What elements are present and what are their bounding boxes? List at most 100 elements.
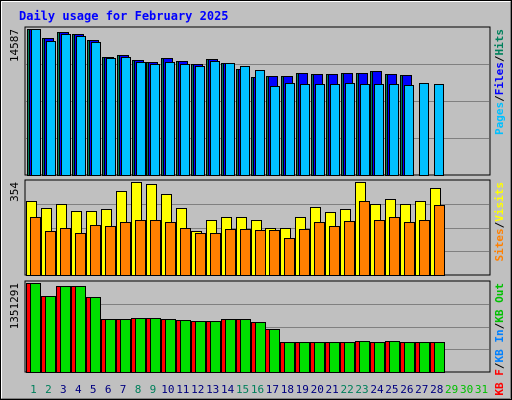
bar-kb-out bbox=[359, 341, 370, 373]
panel-middle: 354 Sites/Visits bbox=[8, 179, 506, 276]
day-label: 1 bbox=[30, 383, 37, 396]
bar-sites bbox=[359, 201, 370, 276]
day-label: 21 bbox=[326, 383, 339, 396]
day-label: 4 bbox=[75, 383, 82, 396]
bar-sites bbox=[389, 217, 400, 276]
day-axis-labels: 1 2 3 4 5 6 7 8 9 10 11 12 13 14 15 16 17 18 19 20 21 22 23 24 2… bbox=[30, 383, 488, 396]
bar-pages bbox=[255, 70, 265, 176]
bar-kb-out bbox=[120, 319, 131, 373]
bar-kb-out bbox=[45, 296, 56, 373]
day-label: 26 bbox=[400, 383, 413, 396]
bar-kb-out bbox=[389, 341, 400, 373]
bar-sites bbox=[299, 229, 310, 276]
day-label: 9 bbox=[150, 383, 157, 396]
day-label: 24 bbox=[370, 383, 384, 396]
bar-kb-out bbox=[314, 342, 325, 373]
legend-entry: / bbox=[493, 322, 506, 329]
legend-entry: / bbox=[493, 95, 506, 102]
day-label: 5 bbox=[90, 383, 97, 396]
bar-pages bbox=[91, 42, 101, 176]
bar-pages bbox=[360, 84, 370, 176]
bar-sites bbox=[314, 222, 325, 276]
bar-kb-out bbox=[180, 320, 191, 373]
bar-kb-out bbox=[210, 321, 221, 373]
bar-kb-out bbox=[344, 342, 355, 373]
bar-kb-out bbox=[225, 319, 236, 373]
bar-pages bbox=[31, 29, 41, 176]
bar-pages bbox=[210, 61, 220, 176]
bar-pages bbox=[240, 66, 250, 176]
day-label: 12 bbox=[191, 383, 204, 396]
bar-sites bbox=[344, 221, 355, 276]
chart-title: Daily usage for February 2025 bbox=[19, 9, 229, 23]
legend-entry: / bbox=[493, 55, 506, 62]
bar-pages bbox=[285, 83, 295, 176]
bar-sites bbox=[150, 220, 161, 276]
bar-kb-out bbox=[195, 321, 206, 373]
bar-kb-out bbox=[75, 286, 86, 373]
day-label: 7 bbox=[120, 383, 127, 396]
bar-sites bbox=[284, 238, 295, 276]
legend-entry: KB In bbox=[493, 329, 506, 362]
day-label: 31 bbox=[475, 383, 488, 396]
bar-sites bbox=[75, 233, 86, 276]
day-label: 14 bbox=[221, 383, 235, 396]
bar-sites bbox=[419, 220, 430, 276]
bar-sites bbox=[30, 217, 41, 276]
legend-entry: KB F bbox=[493, 369, 506, 396]
legend-entry: Files bbox=[493, 62, 506, 95]
day-label: 8 bbox=[135, 383, 142, 396]
bar-kb-out bbox=[284, 342, 295, 373]
bar-pages bbox=[330, 84, 340, 176]
day-label: 11 bbox=[176, 383, 189, 396]
legend-entry: Visits bbox=[493, 182, 506, 222]
bar-pages bbox=[225, 63, 235, 176]
bar-pages bbox=[300, 84, 310, 176]
bar-kb-out bbox=[150, 318, 161, 373]
bar-pages bbox=[136, 62, 146, 176]
y-max-label: 354 bbox=[8, 182, 21, 202]
bar-pages bbox=[61, 34, 71, 176]
legend-entry: / bbox=[493, 362, 506, 369]
legend-entry: Sites bbox=[493, 228, 506, 261]
day-label: 30 bbox=[460, 383, 473, 396]
bar-pages bbox=[46, 41, 56, 176]
bar-kb-out bbox=[240, 319, 251, 373]
legend-entry: / bbox=[493, 221, 506, 228]
bar-kb-out bbox=[60, 286, 71, 373]
bar-kb-out bbox=[419, 342, 430, 373]
day-label: 15 bbox=[236, 383, 249, 396]
bar-pages bbox=[419, 83, 429, 176]
bar-sites bbox=[45, 231, 56, 276]
bar-pages bbox=[315, 84, 325, 176]
bar-pages bbox=[121, 57, 131, 176]
bar-sites bbox=[255, 230, 266, 276]
bar-sites bbox=[165, 222, 176, 276]
bar-kb-out bbox=[165, 319, 176, 373]
bar-sites bbox=[60, 228, 71, 276]
bar-pages bbox=[374, 84, 384, 176]
day-label: 6 bbox=[105, 383, 112, 396]
legend: KB F/KB In/KB Out bbox=[493, 283, 506, 396]
bar-sites bbox=[329, 226, 340, 276]
day-label: 2 bbox=[45, 383, 52, 396]
bar-pages bbox=[389, 84, 399, 176]
day-label: 18 bbox=[281, 383, 294, 396]
bar-pages bbox=[76, 36, 86, 176]
bar-pages bbox=[106, 58, 116, 176]
bar-sites bbox=[195, 233, 206, 276]
bar-sites bbox=[374, 220, 385, 276]
bar-sites bbox=[269, 230, 280, 276]
day-label: 16 bbox=[251, 383, 264, 396]
bar-pages bbox=[165, 62, 175, 176]
bar-pages bbox=[195, 66, 205, 176]
day-label: 10 bbox=[161, 383, 174, 396]
day-label: 27 bbox=[415, 383, 428, 396]
bar-pages bbox=[434, 84, 444, 176]
bar-kb-out bbox=[269, 329, 280, 373]
bar-kb-out bbox=[105, 319, 116, 373]
bar-sites bbox=[90, 225, 101, 276]
day-label: 23 bbox=[355, 383, 368, 396]
